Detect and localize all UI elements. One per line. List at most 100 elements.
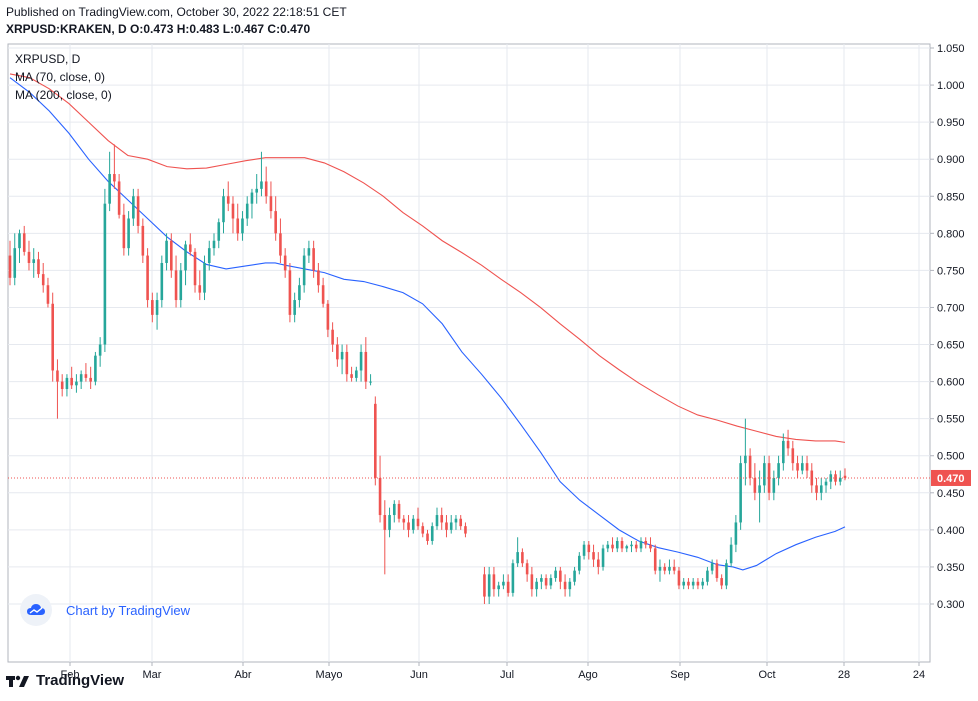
- candle-body: [772, 477, 776, 493]
- candle-body: [397, 503, 401, 519]
- candle-body: [103, 203, 107, 345]
- candle-body: [32, 259, 36, 263]
- candle-body: [435, 515, 439, 527]
- candle-body: [805, 463, 809, 471]
- candle-body: [611, 544, 614, 549]
- candle-body: [677, 570, 681, 586]
- candle-body: [521, 552, 524, 564]
- candle-body: [122, 214, 126, 249]
- candle-body: [245, 203, 249, 219]
- y-axis-ticks: 0.300 0.350 0.400 0.450 0.500 0.550 0.600 0.650…: [930, 43, 965, 611]
- candle-body: [151, 300, 154, 315]
- candle-body: [492, 574, 496, 590]
- candle-body: [56, 370, 59, 382]
- candle-body: [307, 248, 311, 256]
- candle-body: [606, 544, 610, 549]
- candle-body: [407, 522, 410, 530]
- candle-body: [402, 518, 406, 523]
- candle-body: [582, 544, 586, 556]
- candle-body: [535, 581, 538, 590]
- candle-body: [141, 225, 145, 256]
- last-price-label: 0.470: [937, 473, 965, 485]
- x-tick-label: Jul: [500, 669, 514, 681]
- candle-body: [317, 270, 320, 286]
- candle-body: [37, 259, 40, 275]
- candle-body: [449, 522, 453, 530]
- legend-ma70: MA (70, close, 0): [15, 70, 106, 84]
- candle-body: [146, 255, 149, 301]
- candle-body: [487, 574, 491, 597]
- candle-body: [378, 477, 382, 516]
- candle-body: [454, 518, 458, 523]
- candle-body: [786, 440, 790, 449]
- x-tick-label: Mar: [143, 669, 162, 681]
- candle-body: [392, 503, 396, 516]
- tradingview-logo[interactable]: TradingView: [6, 672, 124, 689]
- candle-body: [222, 196, 225, 223]
- candle-body: [279, 233, 282, 256]
- candle-body: [127, 218, 130, 249]
- candle-body: [264, 181, 268, 197]
- candle-body: [250, 192, 254, 204]
- candle-body: [179, 270, 183, 301]
- candle-body: [459, 518, 463, 527]
- tradingview-watermark[interactable]: Chart by TradingView: [20, 594, 190, 626]
- candle-body: [587, 544, 591, 553]
- candle-body: [763, 463, 766, 486]
- candle-body: [739, 463, 742, 523]
- candle-body: [108, 174, 111, 204]
- candle-body: [193, 251, 197, 286]
- candle-body: [27, 251, 31, 263]
- published-timestamp: Published on TradingView.com, October 30…: [6, 5, 347, 19]
- candle-body: [226, 196, 230, 204]
- y-tick-label: 0.700: [937, 302, 965, 314]
- candle-body: [819, 485, 823, 493]
- y-tick-label: 1.000: [937, 80, 965, 92]
- candle-body: [748, 455, 752, 478]
- candle-body: [540, 578, 543, 582]
- candle-body: [426, 533, 429, 541]
- candle-body: [544, 578, 548, 586]
- candle-body: [260, 181, 263, 189]
- candle-body: [653, 548, 657, 571]
- candle-body: [511, 563, 515, 593]
- candle-body: [321, 285, 325, 304]
- last-price-badge: [931, 469, 971, 486]
- x-tick-label: Jun: [410, 669, 428, 681]
- candle-body: [753, 477, 757, 493]
- candle-body: [298, 285, 301, 301]
- candle-body: [160, 262, 164, 301]
- candle-body: [293, 300, 296, 315]
- ohlc-readout: XRPUSD:KRAKEN, D O:0.473 H:0.483 L:0.467…: [6, 22, 310, 36]
- candle-body: [838, 477, 842, 482]
- candle-body: [810, 470, 814, 486]
- candle-body: [516, 552, 519, 564]
- candle-body: [288, 270, 292, 315]
- candle-body: [706, 570, 709, 582]
- tradingview-logo-icon: [6, 675, 29, 687]
- candle-body: [345, 351, 349, 375]
- y-tick-label: 0.550: [937, 414, 965, 426]
- y-tick-label: 0.400: [937, 525, 965, 537]
- y-tick-label: 0.350: [937, 562, 965, 574]
- y-tick-label: 0.800: [937, 228, 965, 240]
- candle-body: [644, 540, 648, 545]
- candle-body: [60, 381, 64, 390]
- candle-body: [696, 581, 700, 586]
- candle-body: [198, 285, 202, 293]
- candle-body: [22, 233, 26, 252]
- candle-body: [796, 463, 799, 471]
- candle-body: [51, 303, 54, 371]
- y-tick-label: 0.300: [937, 599, 965, 611]
- y-tick-label: 0.600: [937, 377, 965, 389]
- candle-body: [217, 222, 221, 241]
- candle-body: [165, 240, 168, 263]
- candle-body: [506, 581, 510, 593]
- candle-body: [369, 381, 372, 383]
- x-tick-label: Oct: [758, 669, 775, 681]
- candle-body: [615, 540, 619, 549]
- candle-body: [350, 374, 353, 378]
- candle-body: [312, 248, 315, 271]
- candle-body: [84, 374, 88, 378]
